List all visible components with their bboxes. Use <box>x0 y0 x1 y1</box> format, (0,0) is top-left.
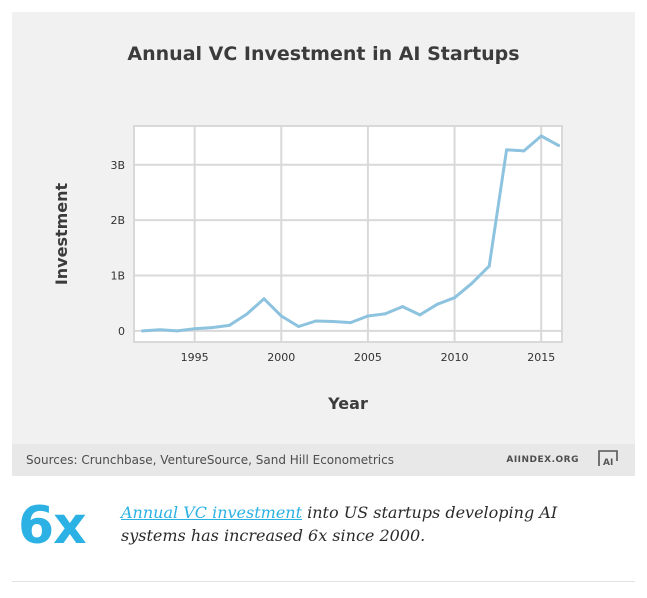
data-point <box>314 319 318 323</box>
line-chart: 1995 2000 2005 2010 2015 0 1B 2B 3B Year Investm… <box>52 125 563 413</box>
data-point <box>418 313 422 317</box>
data-point <box>366 314 370 318</box>
y-tick-label: 0 <box>118 325 125 338</box>
data-point <box>505 148 509 152</box>
data-point <box>470 281 474 285</box>
divider <box>12 581 635 582</box>
x-tick-label: 2005 <box>354 351 382 364</box>
data-point <box>141 329 145 333</box>
data-point <box>539 134 543 138</box>
x-axis-label: Year <box>327 394 368 413</box>
x-tick-label: 2000 <box>267 351 295 364</box>
vc-investment-link[interactable]: Annual VC investment <box>121 503 303 522</box>
chart-card: Annual VC Investment in AI Startups 1995… <box>12 12 635 476</box>
data-point <box>435 302 439 306</box>
data-point <box>383 312 387 316</box>
data-point <box>158 328 162 332</box>
data-point <box>331 320 335 324</box>
data-point <box>193 327 197 331</box>
data-point <box>401 305 405 309</box>
x-tick-label: 1995 <box>181 351 209 364</box>
data-point <box>227 323 231 327</box>
data-point <box>297 324 301 328</box>
data-point <box>279 314 283 318</box>
plot-area <box>133 125 563 343</box>
y-tick-label: 1B <box>110 270 125 283</box>
data-point <box>210 326 214 330</box>
x-tick-label: 2010 <box>441 351 469 364</box>
svg-text:AI: AI <box>603 458 613 468</box>
data-point <box>522 149 526 153</box>
y-tick-label: 2B <box>110 214 125 227</box>
data-point <box>175 329 179 333</box>
data-point <box>349 321 353 325</box>
stat-caption: Annual VC investment into US startups de… <box>121 501 591 547</box>
stat-caption-text: into US startups developing AI systems h… <box>121 503 558 545</box>
data-point <box>487 264 491 268</box>
data-point <box>453 296 457 300</box>
y-tick-label: 3B <box>110 159 125 172</box>
ai-index-logo-icon: AI <box>598 450 618 468</box>
data-point <box>245 312 249 316</box>
x-tick-label: 2015 <box>527 351 555 364</box>
chart-footer: Sources: Crunchbase, VentureSource, Sand… <box>12 444 635 476</box>
chart-title: Annual VC Investment in AI Startups <box>127 43 520 65</box>
brand-link[interactable]: AIINDEX.ORG <box>506 455 579 465</box>
stat-value: 6x <box>18 496 87 556</box>
y-axis-label: Investment <box>52 182 71 285</box>
sources-text: Sources: Crunchbase, VentureSource, Sand… <box>26 453 394 467</box>
data-point <box>557 143 561 147</box>
data-point <box>262 297 266 301</box>
